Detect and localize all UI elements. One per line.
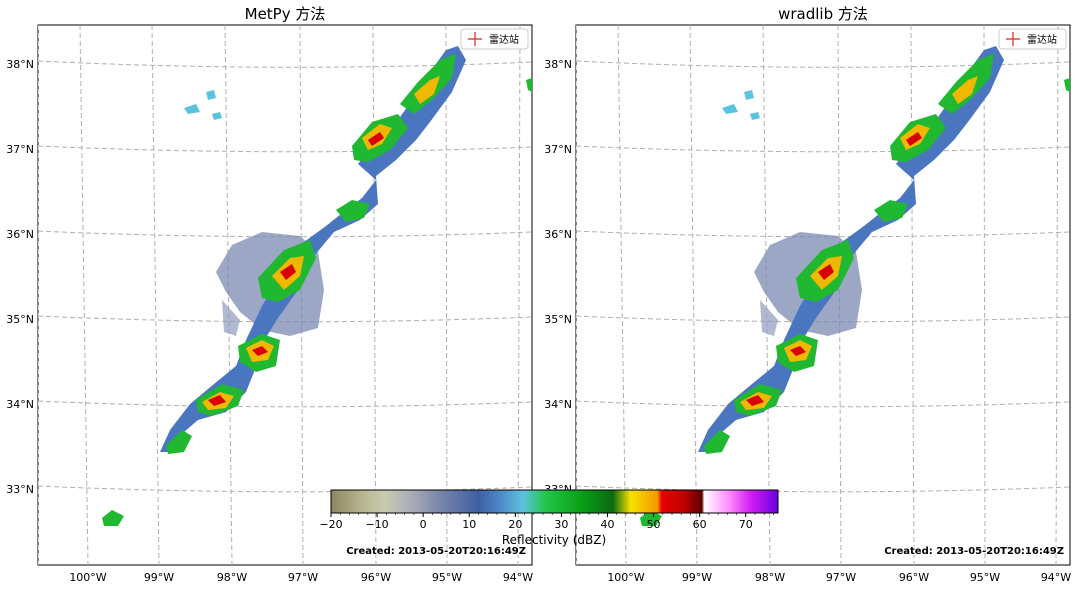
colorbar-tick-label: 30 <box>554 518 568 531</box>
radar-site-marker-icon <box>1006 32 1020 46</box>
graticule <box>38 25 532 565</box>
lon-tick: 95°W <box>970 571 1000 584</box>
colorbar-tick-label: 0 <box>420 518 427 531</box>
lat-tick-labels: 38°N 37°N 36°N 35°N 34°N 33°N <box>6 58 34 496</box>
colorbar-label: Reflectivity (dBZ) <box>502 533 606 547</box>
lon-tick: 97°W <box>288 571 318 584</box>
colorbar-tick-label: −20 <box>319 518 342 531</box>
panel-wradlib: wradlib 方法 <box>544 5 1071 584</box>
map-area <box>38 25 532 565</box>
lat-tick: 34°N <box>544 398 572 411</box>
lon-tick: 99°W <box>682 571 712 584</box>
panel-title: MetPy 方法 <box>245 5 326 23</box>
lon-tick: 99°W <box>144 571 174 584</box>
map-area <box>576 25 1070 565</box>
lat-tick: 38°N <box>544 58 572 71</box>
lon-tick-labels: 100°W 99°W 98°W 97°W 96°W 95°W 94°W <box>607 571 1071 584</box>
lat-tick: 37°N <box>6 143 34 156</box>
lat-tick: 37°N <box>544 143 572 156</box>
lon-tick: 98°W <box>755 571 785 584</box>
legend-label: 雷达站 <box>1027 33 1057 46</box>
lon-tick: 94°W <box>1041 571 1071 584</box>
colorbar-ticks: −20 −10 0 10 20 30 40 50 60 70 <box>319 513 774 531</box>
legend: 雷达站 <box>460 28 529 50</box>
lat-tick: 34°N <box>6 398 34 411</box>
colorbar-tick-label: 70 <box>739 518 753 531</box>
lon-tick-labels: 100°W 99°W 98°W 97°W 96°W 95°W 94°W <box>69 571 533 584</box>
lat-tick: 35°N <box>6 313 34 326</box>
lon-tick: 97°W <box>826 571 856 584</box>
lon-tick: 98°W <box>217 571 247 584</box>
lat-tick: 36°N <box>6 228 34 241</box>
panel-title: wradlib 方法 <box>778 5 868 23</box>
colorbar-tick-label: 60 <box>693 518 707 531</box>
reflectivity-echoes <box>640 46 1070 526</box>
colorbar-tick-label: 10 <box>462 518 476 531</box>
colorbar-tick-label: −10 <box>365 518 388 531</box>
colorbar: −20 −10 0 10 20 30 40 50 60 70 Reflectivity (dBZ) <box>319 489 779 547</box>
lat-tick: 33°N <box>6 483 34 496</box>
colorbar-tick-label: 50 <box>647 518 661 531</box>
lon-tick: 94°W <box>503 571 533 584</box>
lon-tick: 96°W <box>899 571 929 584</box>
colorbar-tick-label: 40 <box>600 518 614 531</box>
radar-site-marker-icon <box>468 32 482 46</box>
lat-tick: 36°N <box>544 228 572 241</box>
lon-tick: 100°W <box>607 571 644 584</box>
legend-label: 雷达站 <box>489 33 519 46</box>
lon-tick: 96°W <box>361 571 391 584</box>
panel-metpy: MetPy 方法 <box>6 5 533 584</box>
created-timestamp: Created: 2013-05-20T20:16:49Z <box>346 546 526 557</box>
lon-tick: 95°W <box>432 571 462 584</box>
colorbar-tick-label: 20 <box>508 518 522 531</box>
colorbar-gradient <box>330 489 779 514</box>
created-timestamp: Created: 2013-05-20T20:16:49Z <box>884 546 1064 557</box>
reflectivity-echoes <box>102 46 532 526</box>
lat-tick-labels: 38°N 37°N 36°N 35°N 34°N 33°N <box>544 58 572 496</box>
lon-tick: 100°W <box>69 571 106 584</box>
legend: 雷达站 <box>998 28 1067 50</box>
lat-tick: 38°N <box>6 58 34 71</box>
lat-tick: 35°N <box>544 313 572 326</box>
